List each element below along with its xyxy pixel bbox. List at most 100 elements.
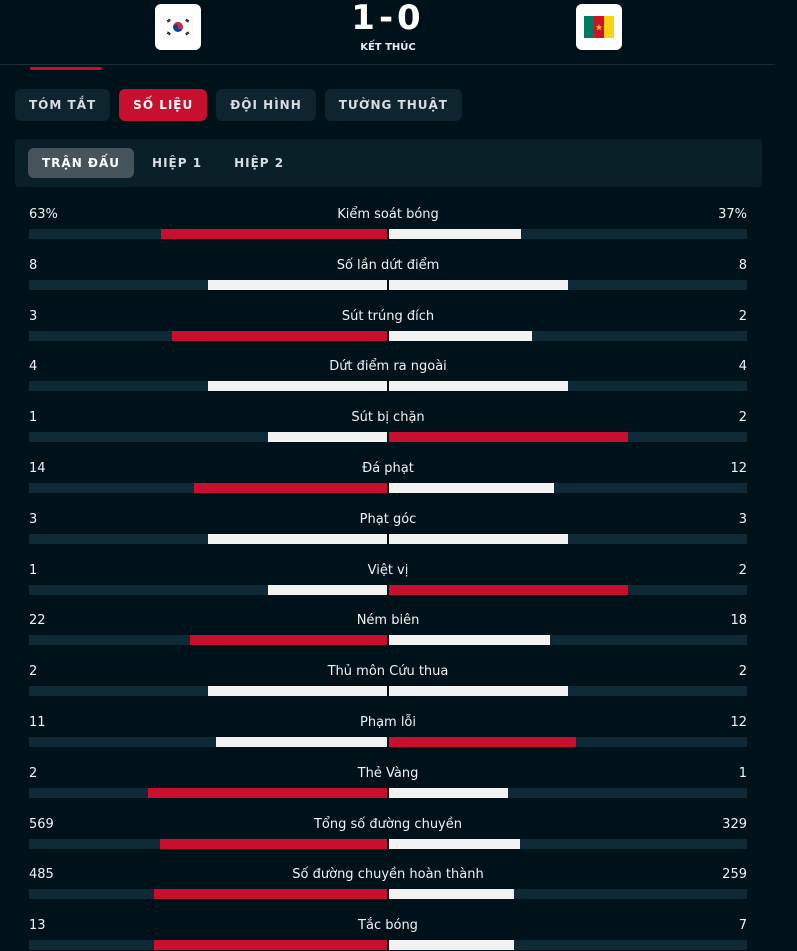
stat-away-bar xyxy=(389,940,515,951)
header-accent-indicator xyxy=(30,67,102,70)
stat-row: 3 Sút trúng đích 2 xyxy=(29,307,747,347)
stat-row: 11 Phạm lỗi 12 xyxy=(29,713,747,753)
stat-row: 1 Việt vị 2 xyxy=(29,561,747,601)
stat-label: Tổng số đường chuyền xyxy=(313,816,462,832)
stat-label: Việt vị xyxy=(367,562,409,578)
period-tab-first-half[interactable]: HIỆP 1 xyxy=(152,156,203,170)
stat-away-bar xyxy=(389,838,521,849)
stat-away-track xyxy=(389,787,747,798)
stat-home-bar xyxy=(194,483,387,493)
stat-away-track xyxy=(389,686,747,697)
match-score: 1-0 xyxy=(351,0,425,38)
period-tab-second-half[interactable]: HIỆP 2 xyxy=(234,156,285,170)
stat-home-bar xyxy=(208,686,387,697)
stat-home-bar xyxy=(154,940,387,951)
period-tabs: TRẬN ĐẤU HIỆP 1 HIỆP 2 xyxy=(28,148,298,178)
stat-home-value: 3 xyxy=(29,308,38,324)
stat-away-value: 2 xyxy=(738,562,747,578)
stat-label: Sút bị chặn xyxy=(351,410,425,426)
stat-row: 22 Ném biên 18 xyxy=(29,611,747,651)
stat-row: 3 Phạt góc 3 xyxy=(29,510,747,550)
stat-home-track xyxy=(29,432,387,443)
stat-home-bar xyxy=(267,432,387,443)
stat-away-value: 2 xyxy=(738,664,747,680)
stat-away-bar xyxy=(389,432,628,443)
home-team-flag[interactable] xyxy=(155,4,201,50)
match-header: 1-0 KẾT THÚC xyxy=(0,0,797,70)
stat-away-value: 2 xyxy=(738,410,747,426)
tab-stats[interactable]: SỐ LIỆU xyxy=(119,89,208,121)
stat-away-value: 37% xyxy=(718,207,747,222)
stat-home-bar xyxy=(153,889,387,900)
stat-label: Phạt góc xyxy=(359,511,417,527)
stat-away-track xyxy=(389,279,747,290)
stat-label: Ném biên xyxy=(356,613,420,629)
stat-home-value: 485 xyxy=(29,867,54,883)
stat-label: Phạm lỗi xyxy=(359,715,417,730)
stat-label: Kiểm soát bóng xyxy=(337,207,439,222)
stat-row: 1 Sút bị chặn 2 xyxy=(29,408,747,448)
stat-away-value: 12 xyxy=(730,461,747,476)
stat-home-value: 8 xyxy=(29,257,38,273)
stat-home-track xyxy=(29,229,387,239)
stat-away-bar xyxy=(389,533,568,544)
stat-away-track xyxy=(389,838,747,849)
stat-home-track xyxy=(29,635,387,646)
tab-lineups[interactable]: ĐỘI HÌNH xyxy=(216,89,316,121)
stat-away-track xyxy=(389,432,747,443)
stat-away-value: 1 xyxy=(738,765,747,781)
stat-row: 2 Thủ môn Cứu thua 2 xyxy=(29,662,747,702)
header-divider xyxy=(0,64,775,65)
stat-row: 14 Đá phạt 12 xyxy=(29,459,747,499)
stat-away-bar xyxy=(389,483,555,493)
stat-home-value: 63% xyxy=(29,207,58,222)
period-selector: TRẬN ĐẤU HIỆP 1 HIỆP 2 xyxy=(15,139,762,187)
away-team-flag[interactable] xyxy=(576,4,622,50)
stat-away-track xyxy=(389,330,747,341)
stat-row: 13 Tắc bóng 7 xyxy=(29,916,747,951)
stat-away-track xyxy=(389,533,747,544)
stat-away-track xyxy=(389,940,747,951)
tab-commentary[interactable]: TƯỜNG THUẬT xyxy=(324,89,462,121)
stat-home-value: 13 xyxy=(29,918,46,934)
stat-home-bar xyxy=(215,737,387,747)
stat-row: 63% Kiểm soát bóng 37% xyxy=(29,205,747,245)
stat-away-bar xyxy=(389,330,533,341)
stat-home-track xyxy=(29,584,387,595)
stat-away-value: 8 xyxy=(738,257,747,273)
tab-summary[interactable]: TÓM TẮT xyxy=(15,89,111,121)
stat-home-value: 14 xyxy=(29,461,46,476)
stat-home-bar xyxy=(172,330,387,341)
stat-home-bar xyxy=(208,381,387,392)
stat-away-bar xyxy=(389,279,568,290)
stat-home-track xyxy=(29,889,387,900)
stat-home-track xyxy=(29,940,387,951)
south-korea-flag-icon xyxy=(163,16,193,38)
stat-home-track xyxy=(29,838,387,849)
stat-home-value: 2 xyxy=(29,765,38,781)
stat-away-value: 4 xyxy=(738,359,747,375)
stat-home-bar xyxy=(208,279,387,290)
stat-home-value: 22 xyxy=(29,613,46,629)
stat-home-bar xyxy=(148,787,387,798)
stat-home-track xyxy=(29,787,387,798)
stat-away-bar xyxy=(389,381,568,392)
main-tabs: TÓM TẮT SỐ LIỆU ĐỘI HÌNH TƯỜNG THUẬT xyxy=(15,89,462,121)
stat-label: Đá phạt xyxy=(362,461,414,476)
stat-row: 2 Thẻ Vàng 1 xyxy=(29,764,747,804)
stat-row: 485 Số đường chuyền hoàn thành 259 xyxy=(29,865,747,905)
period-tab-match[interactable]: TRẬN ĐẤU xyxy=(28,148,135,178)
stat-label: Tắc bóng xyxy=(358,918,418,934)
stat-away-value: 3 xyxy=(738,511,747,527)
stat-row: 4 Dứt điểm ra ngoài 4 xyxy=(29,357,747,397)
stat-away-track xyxy=(389,635,747,646)
stat-home-value: 569 xyxy=(29,816,54,832)
stat-away-bar xyxy=(389,584,628,595)
stat-home-track xyxy=(29,737,387,747)
stat-away-track xyxy=(389,483,747,493)
stat-label: Sút trúng đích xyxy=(341,308,435,324)
stat-label: Thủ môn Cứu thua xyxy=(327,664,449,680)
stat-home-bar xyxy=(267,584,387,595)
stat-away-track xyxy=(389,229,747,239)
stat-away-value: 2 xyxy=(738,308,747,324)
